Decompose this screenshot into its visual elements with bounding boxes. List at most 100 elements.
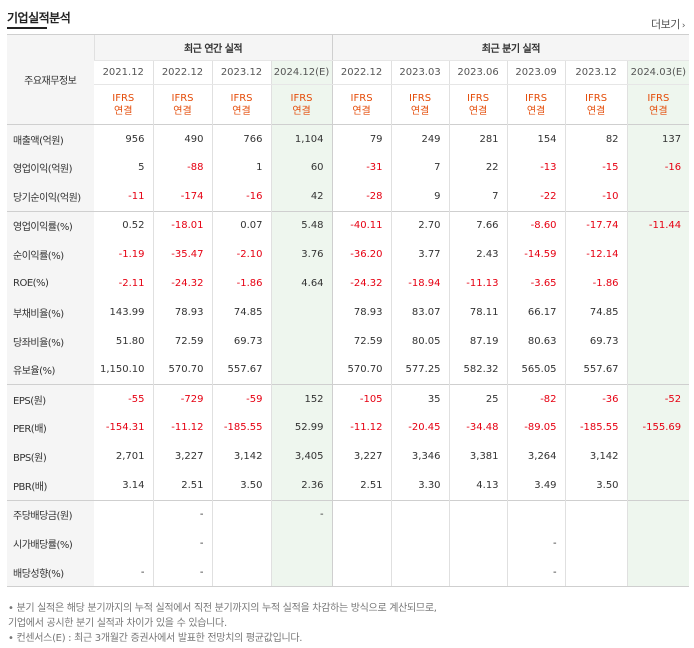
row-label: ROE(%): [7, 268, 94, 298]
standard-consolidated: 연결: [352, 105, 371, 117]
standard-ifrs: IFRS: [525, 92, 548, 104]
row-label: PER(배): [7, 413, 94, 443]
table-cell: -1.86: [564, 268, 628, 298]
table-cell: 1: [211, 153, 271, 183]
table-cell: [564, 528, 628, 558]
table-cell: 154: [506, 124, 566, 154]
table-cell: -16: [211, 182, 271, 212]
standard-consolidated: 연결: [468, 105, 488, 117]
table-cell: 78.93: [152, 297, 212, 327]
row-label: 당좌비율(%): [7, 326, 94, 356]
table-cell: [564, 557, 628, 588]
table-cell: 25: [448, 384, 508, 414]
table-cell: [331, 528, 392, 558]
standard-ifrs: IFRS: [647, 92, 670, 104]
table-cell: [270, 326, 333, 356]
more-link-label[interactable]: 더보기: [651, 18, 680, 31]
table-row: 유보율(%) 1,150.10 570.70 557.67 570.70 577.25 58…: [7, 355, 690, 385]
table-cell: 60: [270, 153, 333, 183]
table-cell: 51.80: [115, 335, 145, 347]
standard-consolidated: 연결: [114, 105, 133, 117]
table-cell: 3,227: [152, 442, 212, 472]
table-cell: [448, 557, 508, 588]
table-cell: 0.52: [94, 210, 153, 241]
table-cell: [626, 528, 690, 558]
standard-consolidated: 연결: [586, 105, 606, 117]
more-link[interactable]: 더보기 ›: [651, 16, 686, 32]
table-cell: [626, 442, 690, 472]
table-row: 부채비율(%) 143.99 78.93 74.85 78.93 83.07 78.11 66…: [7, 297, 690, 327]
table-cell: [564, 499, 628, 529]
table-cell: 249: [390, 124, 450, 154]
table-cell: 4.13: [448, 471, 508, 501]
table-cell: -: [152, 499, 212, 529]
table-cell: 2,701: [115, 451, 145, 463]
section-title: 기업실적분석: [7, 11, 71, 25]
table-cell: -: [152, 557, 212, 588]
table-cell: 69.73: [564, 326, 628, 356]
table-cell: 5.48: [270, 210, 333, 241]
annual-group-header: 최근 연간 실적: [93, 34, 333, 61]
table-cell: [626, 355, 690, 385]
table-cell: 35: [390, 384, 450, 414]
footnote: • 컨센서스(E) : 최근 3개월간 증권사에서 발표한 전망치의 평균값입니…: [8, 633, 303, 644]
table-cell: -1.86: [211, 268, 271, 298]
table-cell: 3.76: [270, 240, 333, 269]
table-row: 당기순이익(억원) -11 -174 -16 42 -28 9 7 -22 -10: [7, 182, 690, 212]
table-cell: 3,142: [211, 442, 271, 472]
table-cell: [506, 499, 566, 529]
table-cell: -55: [94, 384, 153, 414]
table-cell: -185.55: [564, 413, 628, 443]
table-cell: 570.70: [152, 355, 212, 385]
table-cell: 3,264: [506, 442, 566, 472]
table-cell: -155.69: [626, 413, 690, 443]
table-row: BPS(원) 2,701 3,227 3,142 3,405 3,227 3,346 3,38…: [7, 442, 690, 472]
table-cell: 22: [448, 153, 508, 183]
table-cell: 2.36: [270, 471, 333, 501]
period-header: 2022.12: [152, 60, 212, 85]
table-cell: -20.45: [390, 413, 450, 443]
accounting-standard: IFRS 연결: [564, 84, 628, 125]
table-cell: -17.74: [564, 210, 628, 241]
period-header: 2022.12: [331, 60, 392, 85]
table-cell: 66.17: [506, 297, 566, 327]
table-cell: 7: [448, 182, 508, 212]
table-row: ROE(%) -2.11 -24.32 -1.86 4.64 -24.32 -18.94 -1…: [7, 268, 690, 298]
period-header: 2023.09: [506, 60, 566, 85]
standard-consolidated: 연결: [410, 105, 430, 117]
table-row: 영업이익(억원) 5 -88 1 60 -31 7 22 -13 -15 -16: [7, 153, 690, 183]
period-header: 2023.06: [448, 60, 508, 85]
table-cell: -8.60: [506, 210, 566, 241]
table-row: 영업이익률(%) 0.52 -18.01 0.07 5.48 -40.11 2.70 7.66…: [7, 210, 690, 241]
table-cell: -: [152, 528, 212, 558]
accounting-standard: IFRS 연결: [211, 84, 271, 125]
table-cell: -36: [564, 384, 628, 414]
table-row: 매출액(억원) 956 490 766 1,104 79 249 281 154 82 137: [7, 124, 690, 154]
table-cell: -154.31: [105, 422, 145, 434]
table-cell: [270, 297, 333, 327]
table-cell: [270, 355, 333, 385]
row-label: 부채비율(%): [7, 297, 94, 327]
footnote: • 분기 실적은 해당 분기까지의 누적 실적에서 직전 분기까지의 누적 실적…: [8, 603, 437, 614]
period-header: 2024.03(E): [626, 60, 690, 85]
table-cell: -2.10: [211, 240, 271, 269]
accounting-standard: IFRS 연결: [448, 84, 508, 125]
table-cell: -15: [564, 153, 628, 183]
table-cell: 3,346: [390, 442, 450, 472]
table-cell: 69.73: [211, 326, 271, 356]
table-cell: -11.13: [448, 268, 508, 298]
standard-ifrs: IFRS: [112, 92, 135, 104]
row-label: 영업이익(억원): [7, 153, 94, 183]
period-header: 2024.12(E): [270, 60, 333, 85]
table-cell: [211, 557, 271, 588]
table-cell: 582.32: [448, 355, 508, 385]
accounting-standard: IFRS 연결: [626, 84, 690, 125]
standard-ifrs: IFRS: [409, 92, 432, 104]
row-header-label: 주요재무정보: [7, 34, 94, 125]
table-cell: 3,142: [564, 442, 628, 472]
table-cell: [211, 499, 271, 529]
table-cell: -82: [506, 384, 566, 414]
row-label: 영업이익률(%): [7, 210, 94, 241]
table-cell: -105: [331, 384, 392, 414]
title-underline: [7, 27, 47, 29]
